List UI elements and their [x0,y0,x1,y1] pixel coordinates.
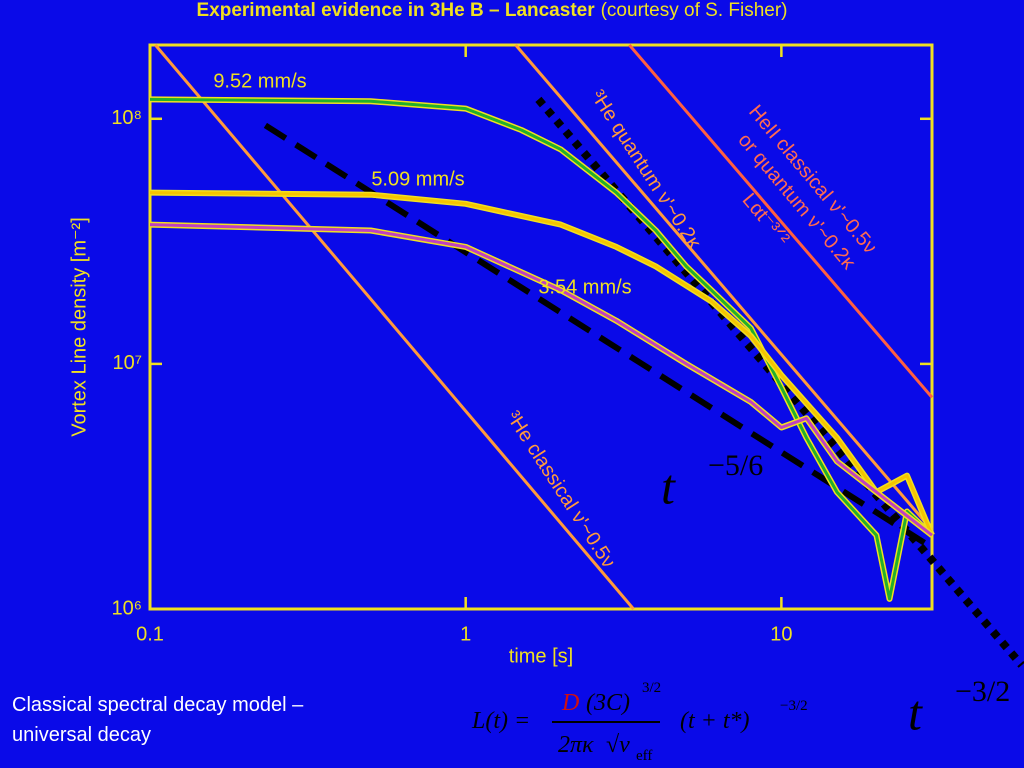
formula-rhs: (t + t*) [680,708,750,734]
series-halo [149,189,935,537]
formula-lhs: L(t) = [472,708,531,734]
formula-den-root: √ν [606,732,630,758]
title-bold: Experimental evidence in 3He B – Lancast… [196,0,595,21]
annotation-exponent: −3/2 [955,675,1010,708]
series-line [149,97,934,601]
slide-title: Experimental evidence in 3He B – Lancast… [196,0,787,21]
formula-rhs-exp: −3/2 [780,698,808,714]
footer-text: Classical spectral decay model – univers… [12,690,412,750]
annotation: ³He classical ν'~0.5ν [502,407,620,572]
reference-line [628,44,934,399]
formula-coef: D [562,690,580,716]
plot-frame [148,43,934,611]
y-axis-label: Vortex Line density [m⁻²] [68,217,90,437]
y-tick-label: 10⁷ [113,352,142,374]
formula-num-exp: 3/2 [642,680,662,696]
x-tick-label: 10 [770,623,792,645]
reference-line [514,44,934,531]
footer-line: Classical spectral decay model – [12,694,304,716]
series-line [149,223,933,537]
annotation-exponent: −5/6 [708,449,763,482]
x-tick-label: 1 [460,623,471,645]
annotation: t [908,684,923,740]
x-tick-label: 0.1 [136,623,164,645]
formula-den-sub: eff [636,748,653,764]
series-line [149,191,934,536]
fraction-bar [552,721,660,723]
formula-den: 2πκ [558,732,594,758]
reference-line [535,96,1024,668]
y-tick-label: 10⁶ [112,597,142,619]
formula-num: (3C) [586,690,630,716]
reference-line [154,44,635,610]
series-label: 5.09 mm/s [371,168,464,190]
x-axis-label: time [s] [509,645,573,667]
y-tick-label: 10⁸ [111,107,142,129]
annotation: t [661,458,676,514]
title-rest: (courtesy of S. Fisher) [601,0,788,21]
series-label: 3.54 mm/s [538,276,631,298]
series-halo [149,221,934,538]
footer-line: universal decay [12,724,151,746]
series-label: 9.52 mm/s [213,70,306,92]
formula: L(t) = D (3C) 3/2 2πκ √ν eff (t + t*) −3… [470,678,850,768]
